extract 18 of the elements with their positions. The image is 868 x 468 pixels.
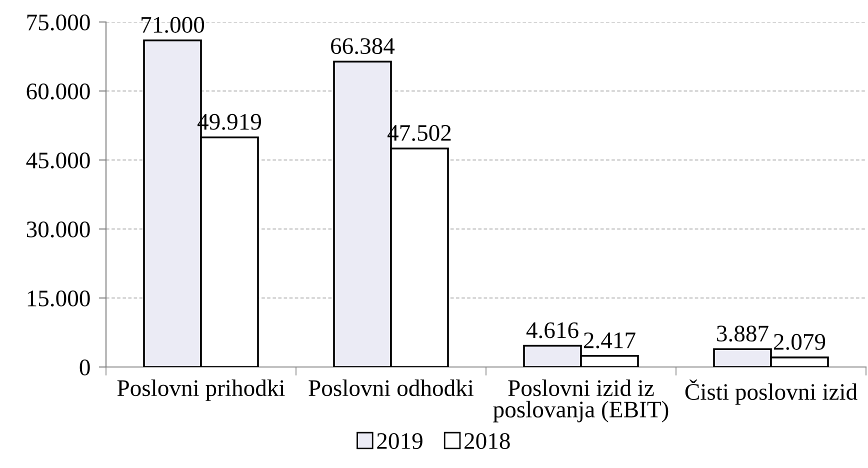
legend-label: 2018	[464, 433, 510, 450]
x-tick-label: Poslovni odhodki	[308, 380, 474, 396]
data-label: 2.079	[774, 334, 826, 350]
data-label: 4.616	[526, 322, 578, 338]
data-label: 71.000	[142, 16, 204, 33]
data-label: 3.887	[717, 326, 768, 342]
data-label: 66.384	[331, 38, 395, 54]
x-tick-label: Poslovni izid iz poslovanja (EBIT)	[493, 380, 668, 422]
data-label: 2.417	[584, 332, 636, 348]
y-tick-label: 45.000	[26, 152, 90, 169]
y-tick-label: 15.000	[28, 290, 90, 307]
y-tick-label: 30.000	[26, 221, 90, 238]
y-tick-label: 75.000	[27, 14, 90, 31]
y-tick-label: 60.000	[26, 83, 90, 100]
x-tick-label: Poslovni prihodki	[117, 380, 285, 401]
legend-label: 2019	[377, 433, 422, 450]
x-tick-label: Čisti poslovni izid	[685, 380, 858, 405]
y-tick-label: 0	[80, 359, 90, 376]
